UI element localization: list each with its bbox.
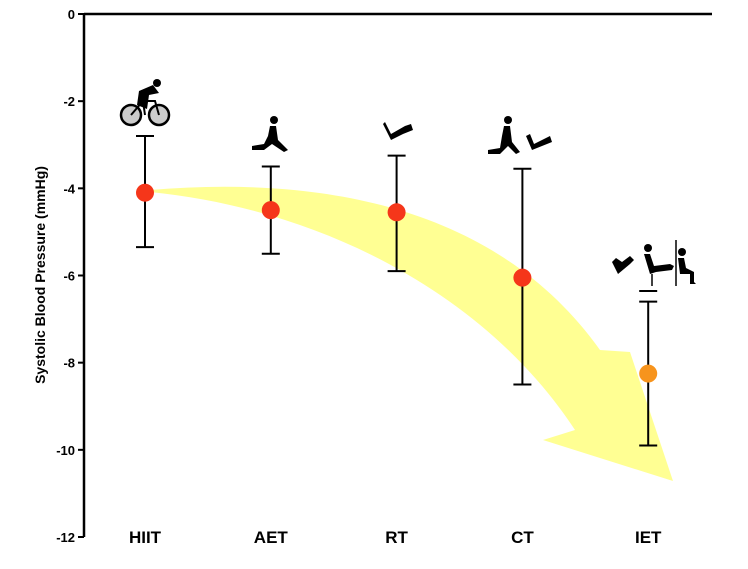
y-tick-label: -6 [63,269,75,284]
y-tick-label: -2 [63,94,75,109]
arm-curl-icon [383,122,413,140]
y-tick-label: -10 [56,443,75,458]
y-tick-label: -8 [63,356,75,371]
arm [526,134,552,150]
cycling-icon [119,79,171,127]
running-and-curl-icon [488,116,552,154]
y-tick-label: -12 [56,530,75,545]
head [644,244,652,252]
head [270,116,278,124]
axes: 0 -2 -4 -6 -8 -10 -12 HIIT AET RT CT IET [56,7,712,547]
runner [252,126,288,152]
y-tick-label: 0 [68,7,75,22]
wall-sit [678,258,696,284]
arm [383,122,413,140]
x-tick-label: HIIT [129,528,162,547]
running-icon [252,116,288,152]
head [504,116,512,124]
y-axis-label: Systolic Blood Pressure (mmHg) [32,166,48,384]
arm [612,256,634,274]
data-point [513,268,532,287]
rider [137,85,159,109]
isometric-exercises-icon [612,240,696,286]
seated [644,254,674,274]
x-tick-label: AET [254,528,289,547]
runner [488,126,520,154]
head [153,79,161,87]
data-point [639,364,658,383]
trend-arrow [150,186,673,482]
head [678,248,686,256]
data-point [136,183,154,202]
data-point [387,203,406,222]
x-tick-label: IET [635,528,662,547]
data-point [261,201,280,220]
x-tick-label: CT [511,528,534,547]
x-tick-label: RT [385,528,408,547]
y-tick-label: -4 [63,181,75,196]
